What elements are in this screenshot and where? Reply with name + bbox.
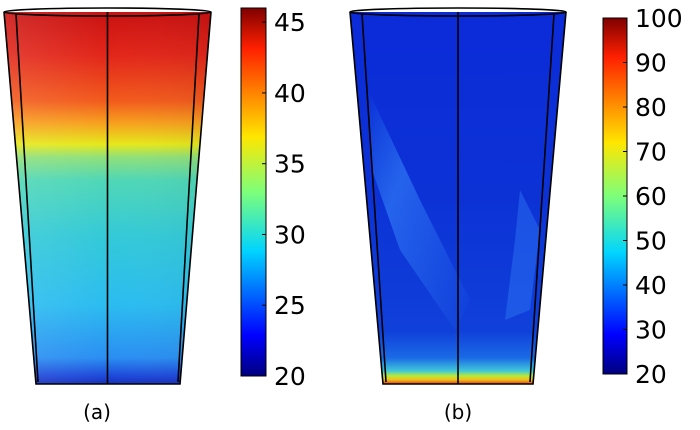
colorbar-tick-label: 60 xyxy=(635,182,667,211)
cup-outline-a xyxy=(3,7,212,385)
colorbar-a-gradient xyxy=(240,7,267,377)
colorbar-tick-label: 90 xyxy=(635,49,667,78)
cup-outline-b xyxy=(349,7,567,385)
colorbar-tick-label: 45 xyxy=(274,8,306,37)
colorbar-tick-label: 100 xyxy=(635,4,683,33)
colorbar-b: 20 30 40 50 60 70 80 90 100 xyxy=(602,4,683,389)
colorbar-tick-label: 20 xyxy=(274,362,306,391)
panel-b: 20 30 40 50 60 70 80 90 100 (b) xyxy=(349,4,683,424)
panel-b-caption: (b) xyxy=(444,400,472,424)
colorbar-tick-label: 25 xyxy=(274,291,306,320)
colorbar-tick-label: 70 xyxy=(635,138,667,167)
colorbar-tick-label: 80 xyxy=(635,93,667,122)
colorbar-tick-label: 30 xyxy=(274,220,306,249)
colorbar-tick-label: 30 xyxy=(635,316,667,345)
colorbar-tick-label: 50 xyxy=(635,227,667,256)
panel-a-caption: (a) xyxy=(83,400,111,424)
colorbar-tick-label: 20 xyxy=(635,360,667,389)
panel-a: 20 25 30 35 40 45 (a) xyxy=(3,7,306,424)
colorbar-tick-label: 40 xyxy=(635,271,667,300)
colorbar-a: 20 25 30 35 40 45 xyxy=(240,7,306,391)
colorbar-tick-label: 35 xyxy=(274,150,306,179)
colorbar-tick-label: 40 xyxy=(274,79,306,108)
